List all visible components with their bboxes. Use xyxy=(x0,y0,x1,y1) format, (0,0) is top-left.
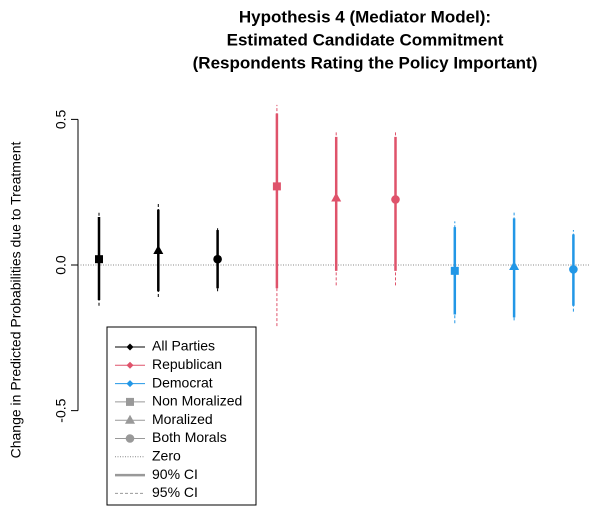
legend-marker xyxy=(126,380,134,388)
legend-marker xyxy=(126,397,134,406)
legend-label: All Parties xyxy=(152,338,215,354)
legend-marker xyxy=(125,434,135,443)
point xyxy=(272,182,281,191)
legend-label: Democrat xyxy=(152,374,213,390)
chart-title: (Respondents Rating the Policy Important… xyxy=(193,53,538,72)
legend-marker xyxy=(125,414,135,424)
legend-label: 95% CI xyxy=(152,484,198,500)
chart-title: Hypothesis 4 (Mediator Model): xyxy=(239,7,491,26)
point xyxy=(95,255,103,264)
legend-label: 90% CI xyxy=(152,466,198,482)
point xyxy=(213,254,222,264)
legend-label: Zero xyxy=(152,448,181,464)
y-tick-label: 0.5 xyxy=(53,109,69,129)
legend-label: Moralized xyxy=(152,411,213,427)
y-tick-label: -0.5 xyxy=(53,398,69,422)
chart-title: Estimated Candidate Commitment xyxy=(227,30,504,49)
legend-label: Both Morals xyxy=(152,429,227,445)
point xyxy=(153,244,164,254)
legend-marker xyxy=(126,361,134,369)
legend-label: Republican xyxy=(152,356,222,372)
y-axis-label: Change in Predicted Probabilities due to… xyxy=(8,142,24,459)
legend: All Parties Republican Democrat Non Moraliz… xyxy=(106,326,257,506)
y-tick-label: 0.0 xyxy=(53,255,69,275)
point xyxy=(391,195,400,204)
point xyxy=(450,266,459,275)
point xyxy=(509,260,520,270)
legend-marker xyxy=(126,343,134,351)
point xyxy=(331,192,342,202)
point xyxy=(569,265,578,274)
legend-label: Non Moralized xyxy=(152,393,242,409)
